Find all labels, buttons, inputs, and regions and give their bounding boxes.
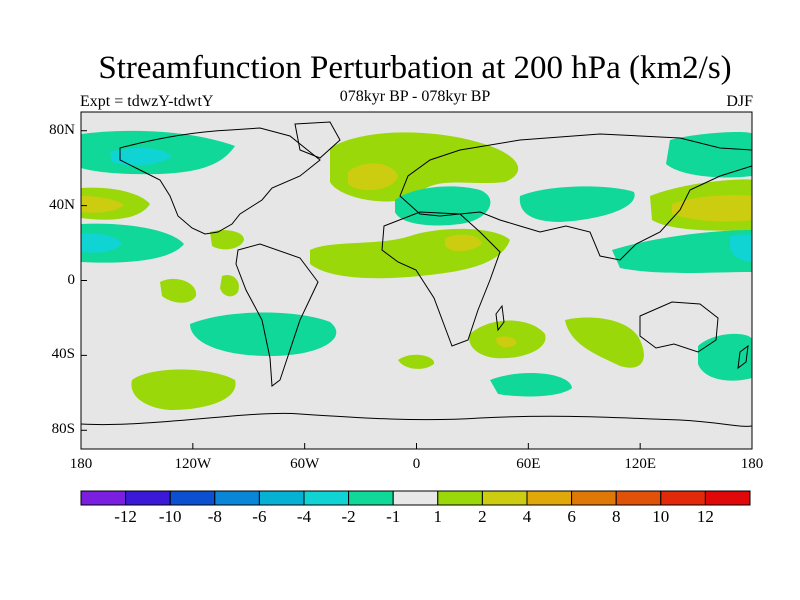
x-tick-label: 0 xyxy=(412,456,421,472)
colorbar-swatch xyxy=(481,490,528,506)
contour-region xyxy=(672,194,752,222)
contour-region xyxy=(348,163,398,191)
colorbar-label: -2 xyxy=(341,507,356,526)
contour-region xyxy=(131,369,236,410)
y-tick-label: 40N xyxy=(49,196,75,213)
coastlines xyxy=(81,121,752,427)
colorbar-label: 1 xyxy=(433,507,443,526)
colorbar-swatch xyxy=(125,490,171,506)
coastline-new-zealand xyxy=(737,344,749,370)
coastline-south-america xyxy=(235,243,319,387)
colorbar-label: 12 xyxy=(696,507,714,526)
axis-ticks xyxy=(80,130,753,449)
contour-region xyxy=(395,186,491,226)
colorbar-label: -8 xyxy=(207,507,222,526)
x-tick-label: 120E xyxy=(624,456,656,472)
colorbar-swatch xyxy=(615,490,662,506)
x-tick-label: 60E xyxy=(516,456,541,472)
contour-region xyxy=(612,230,752,273)
x-tick-label: 180 xyxy=(740,456,764,472)
colorbar-label: 4 xyxy=(522,507,532,526)
contour-region xyxy=(110,147,172,166)
contour-region xyxy=(160,278,197,303)
colorbar-swatch xyxy=(303,490,350,506)
plot-title: Streamfunction Perturbation at 200 hPa (… xyxy=(98,50,732,86)
colorbar-swatch xyxy=(258,490,305,506)
colorbar-swatch xyxy=(348,490,394,506)
colorbar-label: -6 xyxy=(252,507,267,526)
colorbar-label: 10 xyxy=(652,507,670,526)
colorbar-swatch xyxy=(392,490,439,506)
colorbar-label: -4 xyxy=(296,507,312,526)
contour-region xyxy=(81,196,124,213)
colorbar-swatch xyxy=(660,490,706,506)
coastline-antarctica xyxy=(81,412,752,427)
contour-region xyxy=(666,132,752,178)
y-tick-label: 40S xyxy=(51,346,75,363)
colorbar-swatch xyxy=(526,490,573,506)
contour-region xyxy=(698,333,752,381)
experiment-label: Expt = tdwzY-tdwtY xyxy=(80,93,214,110)
colorbar-swatch xyxy=(80,490,127,506)
coastline-africa xyxy=(381,211,501,347)
contour-region xyxy=(565,317,644,368)
contour-region xyxy=(81,233,122,253)
colorbar-label: -1 xyxy=(386,507,401,526)
contour-region xyxy=(496,336,517,348)
y-tick-label: 80S xyxy=(51,421,75,438)
y-tick-label: 0 xyxy=(67,271,76,288)
colorbar-label: 8 xyxy=(611,507,621,526)
contour-region xyxy=(220,274,239,297)
coastline-greenland xyxy=(294,121,341,159)
colorbar-swatch xyxy=(214,490,260,506)
anomaly-contours xyxy=(81,130,752,410)
x-tick-label: 180 xyxy=(69,456,93,472)
contour-region xyxy=(81,223,184,263)
colorbar-label: 6 xyxy=(567,507,576,526)
contour-region xyxy=(398,354,435,369)
plot-subtitle: 078kyr BP - 078kyr BP xyxy=(339,88,491,105)
season-label: DJF xyxy=(726,93,753,110)
x-tick-label: 60W xyxy=(290,456,320,472)
contour-region xyxy=(210,230,244,250)
colorbar xyxy=(80,490,751,506)
colorbar-swatch xyxy=(704,490,751,506)
colorbar-label: -12 xyxy=(114,507,137,526)
contour-region xyxy=(445,234,482,252)
contour-region xyxy=(490,373,572,397)
colorbar-swatch xyxy=(437,490,483,506)
colorbar-swatch xyxy=(169,490,216,506)
colorbar-swatch xyxy=(571,490,617,506)
coastline-eurasia xyxy=(399,133,752,261)
contour-region xyxy=(730,234,752,262)
colorbar-label: 2 xyxy=(478,507,487,526)
colorbar-label: -10 xyxy=(158,507,182,526)
contour-region xyxy=(519,186,635,222)
coastline-madagascar xyxy=(495,304,505,332)
x-tick-label: 120W xyxy=(174,456,212,472)
y-tick-label: 80N xyxy=(49,121,75,138)
coastline-north-america xyxy=(119,127,321,235)
coastline-australia xyxy=(639,301,719,353)
contour-region xyxy=(190,312,337,356)
